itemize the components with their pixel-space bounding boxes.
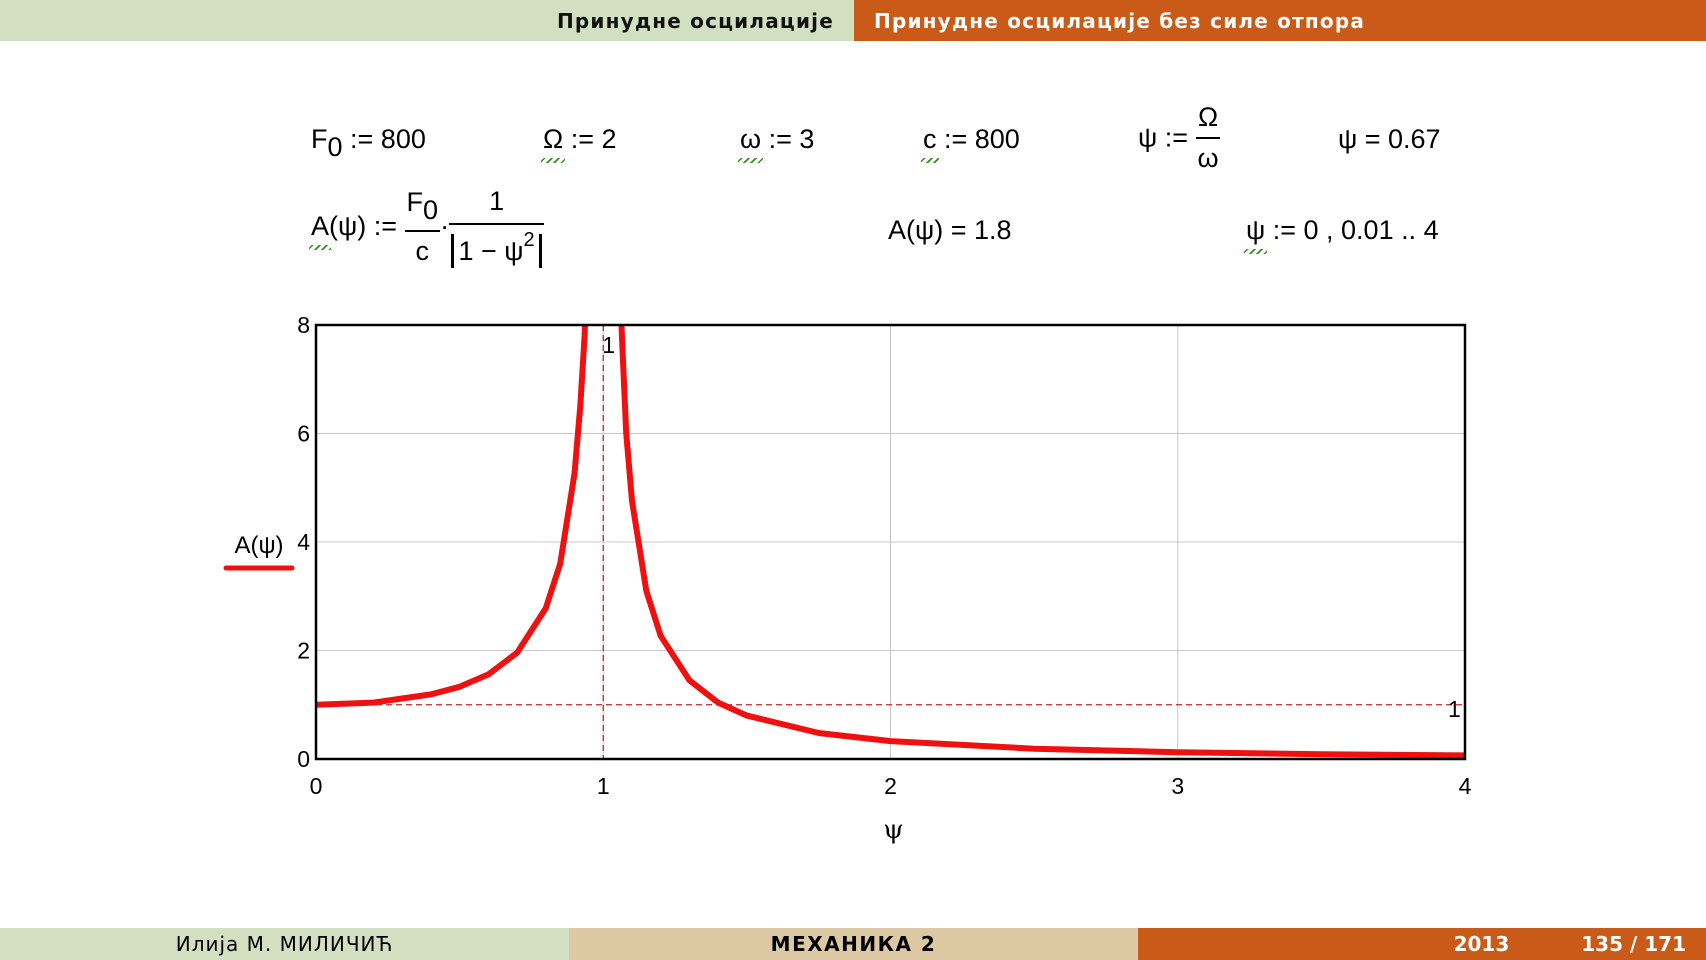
amplitude-function-definition[interactable]: A(ψ) := F0 c · 1 1 − ψ2 [308,186,545,268]
footer-meta: 2013 135 / 171 [1138,928,1706,960]
y-tick-label: 2 [297,638,310,664]
y-tick-label: 4 [297,529,310,555]
amplitude-chart[interactable]: 1 1 0 1 2 3 4 0 2 4 6 8 ψ A(ψ) [0,0,1706,900]
top-navigation-bar: Принудне осцилације Принудне осцилације … [0,0,1706,41]
x-axis-label: ψ [883,815,903,845]
footer-author: Илија М. МИЛИЧИЋ [0,928,569,960]
x-tick-label: 1 [597,773,610,799]
f0-definition: F0 := 800 [311,124,426,162]
stiffness-definition[interactable]: c := 800 [921,124,1020,163]
psi-result: ψ = 0.67 [1338,124,1441,154]
plot-frame [314,323,1467,761]
footer-bar: Илија М. МИЛИЧИЋ МЕХАНИКА 2 2013 135 / 1… [0,928,1706,960]
psi-range-definition[interactable]: ψ := 0 , 0.01 .. 4 [1243,215,1439,254]
y-tick-label: 0 [297,746,310,772]
x-tick-label: 3 [1171,773,1184,799]
footer-course-title: МЕХАНИКА 2 [569,928,1138,960]
x-tick-label: 2 [884,773,897,799]
y-tick-label: 8 [297,312,310,338]
omega-natural-definition[interactable]: ω := 3 [737,124,815,163]
x-tick-label: 0 [310,773,323,799]
marker-label-vertical: 1 [602,332,615,358]
marker-label-horizontal: 1 [1448,696,1461,722]
footer-year: 2013 [1453,932,1510,956]
nav-section-link[interactable]: Принудне осцилације [0,0,854,41]
nav-subsection-link[interactable]: Принудне осцилације без силе отпора [854,0,1706,41]
x-tick-label: 4 [1459,773,1472,799]
series-line-amplitude [316,325,1465,759]
omega-excitation-definition[interactable]: Ω := 2 [540,124,617,163]
amplitude-result: A(ψ) = 1.8 [888,215,1012,245]
y-axis-label: A(ψ) [234,532,283,559]
y-tick-label: 6 [297,421,310,447]
footer-page-number: 135 / 171 [1581,932,1686,956]
